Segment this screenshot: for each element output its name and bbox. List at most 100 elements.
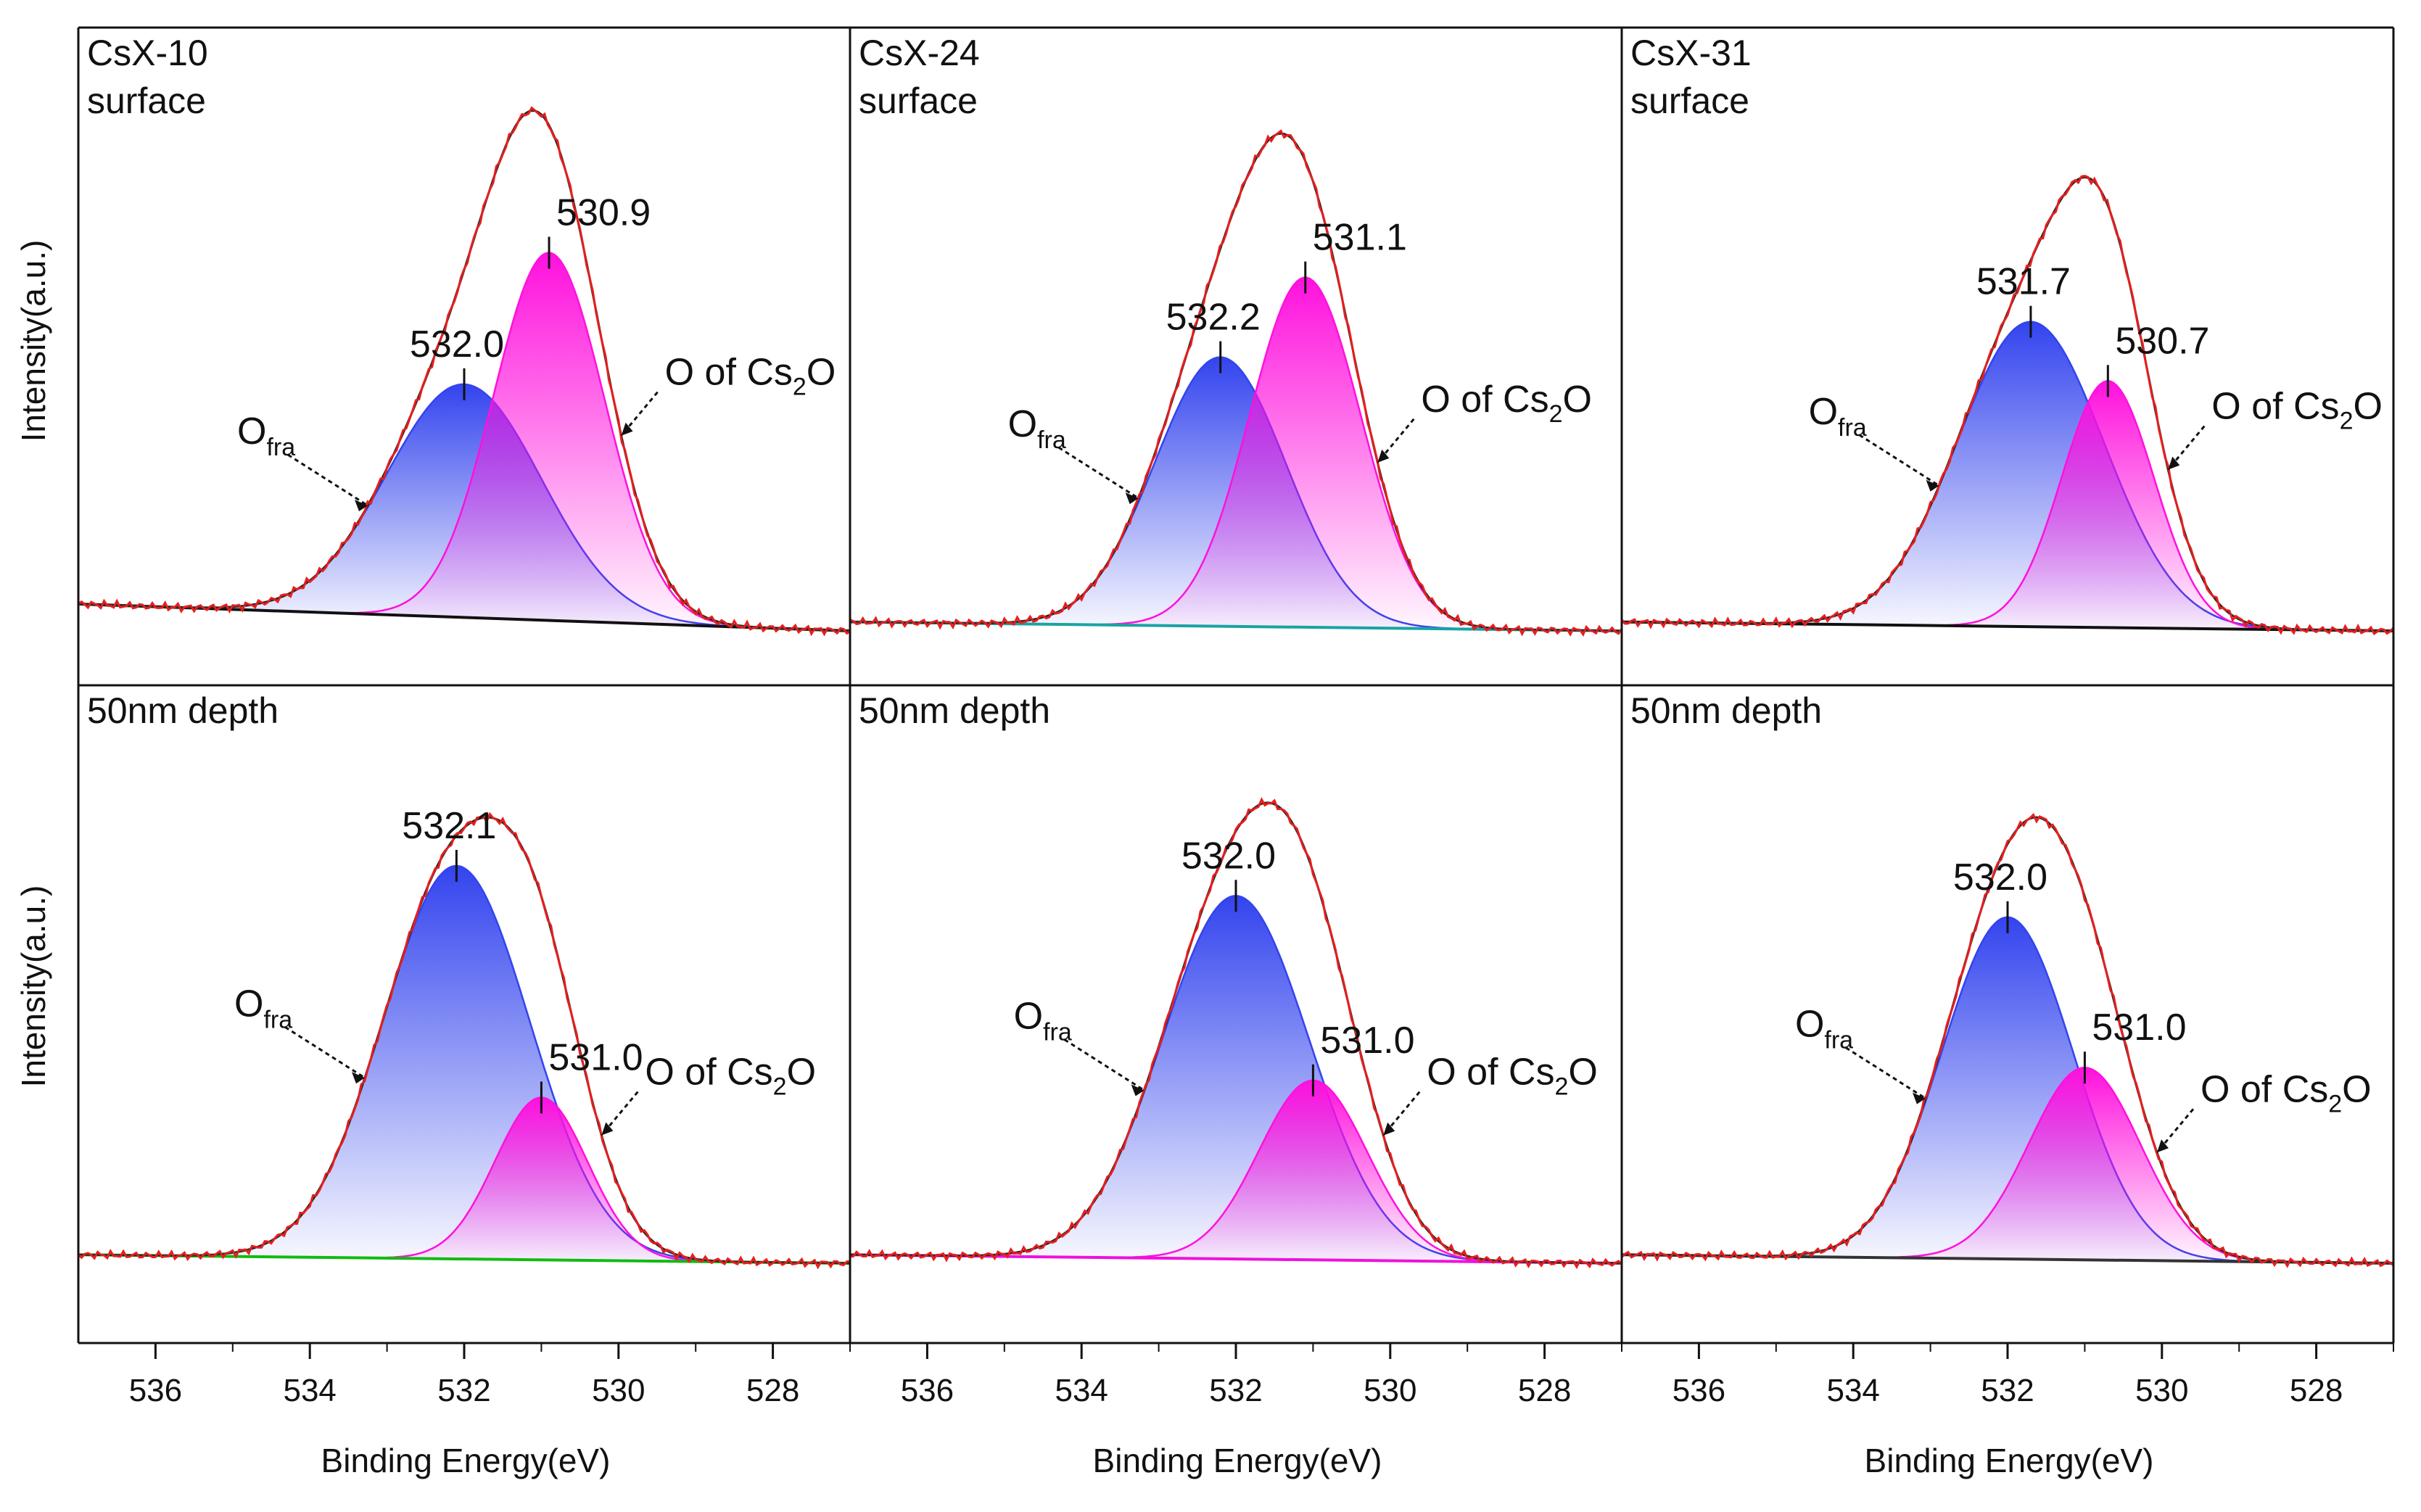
- x-tick-label: 532: [1981, 1373, 2034, 1408]
- cs2o-component-fill: [1622, 1067, 2393, 1263]
- panel-title: 50nm depth: [1630, 690, 1822, 731]
- panel-title: CsX-31: [1630, 33, 1752, 73]
- x-tick-label: 536: [901, 1373, 954, 1408]
- panel-subtitle: surface: [87, 80, 206, 121]
- x-tick-label: 530: [592, 1373, 645, 1408]
- cs2o-annotation: O of Cs2O: [645, 1052, 816, 1101]
- ofra-arrowhead: [352, 1072, 366, 1084]
- ofra-annotation: Ofra: [1809, 391, 1867, 442]
- ofra-annotation: Ofra: [1014, 996, 1072, 1046]
- cs2o-annotation: O of Cs2O: [665, 352, 836, 401]
- x-tick-label: 534: [283, 1373, 336, 1408]
- y-axis-label-bottom: Intensity(a.u.): [15, 885, 52, 1088]
- ofra-arrowhead: [1131, 1084, 1144, 1096]
- peak-label: 531.0: [1320, 1020, 1414, 1062]
- cs2o-arrowhead: [601, 1122, 614, 1136]
- ofra-annotation: Ofra: [237, 410, 295, 461]
- peak-label: 532.0: [410, 323, 504, 365]
- peak-label: 531.1: [1313, 217, 1407, 259]
- ofra-component-fill: [850, 896, 1622, 1263]
- panel-depth-2: 532.0 531.0 Ofra O of Cs2O 50nm depth 536 534 5…: [849, 690, 1622, 1408]
- x-tick-label: 536: [129, 1373, 182, 1408]
- panel-surface-2: 532.2 531.1 Ofra O of Cs2O CsX-24 surface: [849, 33, 1623, 637]
- panel-title: CsX-24: [859, 33, 980, 73]
- raw-spectrum: [77, 811, 851, 1270]
- peak-label: 532.1: [402, 805, 496, 847]
- cs2o-component-fill: [850, 277, 1622, 631]
- x-tick-label: 534: [1826, 1373, 1879, 1408]
- cs2o-arrow: [1377, 418, 1415, 463]
- panel-surface-3: 531.7 530.7 Ofra O of Cs2O CsX-31 surface: [1620, 33, 2395, 636]
- figure-frame: [77, 26, 2395, 1344]
- axes-text: Intensity(a.u.) Intensity(a.u.) Binding …: [15, 240, 2153, 1479]
- peak-label: 532.2: [1166, 297, 1261, 339]
- cs2o-component-fill: [78, 1097, 850, 1263]
- peak-label: 531.0: [548, 1036, 643, 1078]
- cs2o-annotation: O of Cs2O: [1421, 379, 1592, 428]
- peak-label: 532.0: [1953, 856, 2047, 898]
- ofra-arrowhead: [1125, 492, 1139, 505]
- cs2o-annotation: O of Cs2O: [2201, 1068, 2372, 1118]
- peak-label: 530.7: [2115, 320, 2209, 362]
- raw-spectrum: [849, 797, 1622, 1270]
- panel-surface-1: 532.0 530.9 Ofra O of Cs2O CsX-10 surface: [78, 33, 851, 637]
- ofra-arrowhead: [1912, 1092, 1926, 1104]
- panel-title: 50nm depth: [859, 690, 1050, 731]
- cs2o-arrow: [620, 391, 659, 437]
- x-axis-label-2: Binding Energy(eV): [1093, 1442, 1382, 1479]
- raw-spectrum: [849, 129, 1623, 637]
- ofra-component-fill: [1622, 917, 2393, 1263]
- x-axis-label-1: Binding Energy(eV): [321, 1442, 611, 1479]
- raw-spectrum: [1620, 175, 2395, 636]
- raw-spectrum: [1620, 812, 2394, 1268]
- cs2o-arrowhead: [1383, 1122, 1395, 1136]
- ofra-annotation: Ofra: [234, 983, 292, 1033]
- ofra-arrowhead: [355, 500, 368, 512]
- ofra-component-fill: [1622, 321, 2393, 631]
- cs2o-arrow: [2156, 1108, 2195, 1154]
- peak-label: 532.0: [1181, 835, 1276, 877]
- cs2o-arrowhead: [1377, 449, 1390, 463]
- panel-title: CsX-10: [87, 33, 208, 73]
- x-axis-label-3: Binding Energy(eV): [1865, 1442, 2154, 1479]
- ofra-arrow: [1063, 1038, 1145, 1091]
- cs2o-arrowhead: [2156, 1139, 2169, 1153]
- panel-title: 50nm depth: [87, 690, 279, 731]
- panel-subtitle: surface: [1630, 80, 1749, 121]
- ofra-annotation: Ofra: [1008, 403, 1066, 454]
- raw-spectrum: [78, 106, 851, 637]
- ofra-arrow: [1057, 446, 1139, 500]
- ofra-arrowhead: [1926, 479, 1939, 492]
- x-tick-label: 530: [2135, 1373, 2188, 1408]
- cs2o-component-fill: [78, 252, 850, 632]
- peak-label: 530.9: [556, 191, 651, 234]
- cs2o-annotation: O of Cs2O: [2211, 386, 2383, 435]
- ofra-arrow: [1858, 434, 1940, 487]
- ofra-component-fill: [78, 866, 850, 1263]
- peak-label: 531.7: [1976, 261, 2071, 303]
- ofra-arrow: [287, 453, 368, 507]
- cs2o-arrow: [601, 1091, 639, 1136]
- cs2o-arrow: [1382, 1091, 1421, 1136]
- x-tick-label: 532: [1209, 1373, 1262, 1408]
- cs2o-arrowhead: [2168, 456, 2180, 470]
- ofra-annotation: Ofra: [1795, 1004, 1853, 1054]
- x-tick-label: 536: [1673, 1373, 1725, 1408]
- cs2o-arrow: [2167, 425, 2206, 471]
- panel-subtitle: surface: [859, 80, 978, 121]
- ofra-arrow: [284, 1026, 366, 1079]
- cs2o-annotation: O of Cs2O: [1427, 1052, 1598, 1101]
- y-axis-label-top: Intensity(a.u.): [15, 240, 52, 442]
- x-tick-label: 528: [1518, 1373, 1571, 1408]
- x-tick-label: 528: [2290, 1373, 2343, 1408]
- ofra-arrow: [1845, 1046, 1926, 1099]
- x-tick-label: 528: [746, 1373, 799, 1408]
- cs2o-component-fill: [850, 1080, 1622, 1263]
- x-tick-label: 530: [1364, 1373, 1416, 1408]
- panel-depth-3: 532.0 531.0 Ofra O of Cs2O 50nm depth 536 534 5…: [1620, 690, 2394, 1408]
- x-tick-label: 532: [437, 1373, 490, 1408]
- cs2o-arrowhead: [621, 422, 633, 436]
- peak-label: 531.0: [2092, 1007, 2186, 1049]
